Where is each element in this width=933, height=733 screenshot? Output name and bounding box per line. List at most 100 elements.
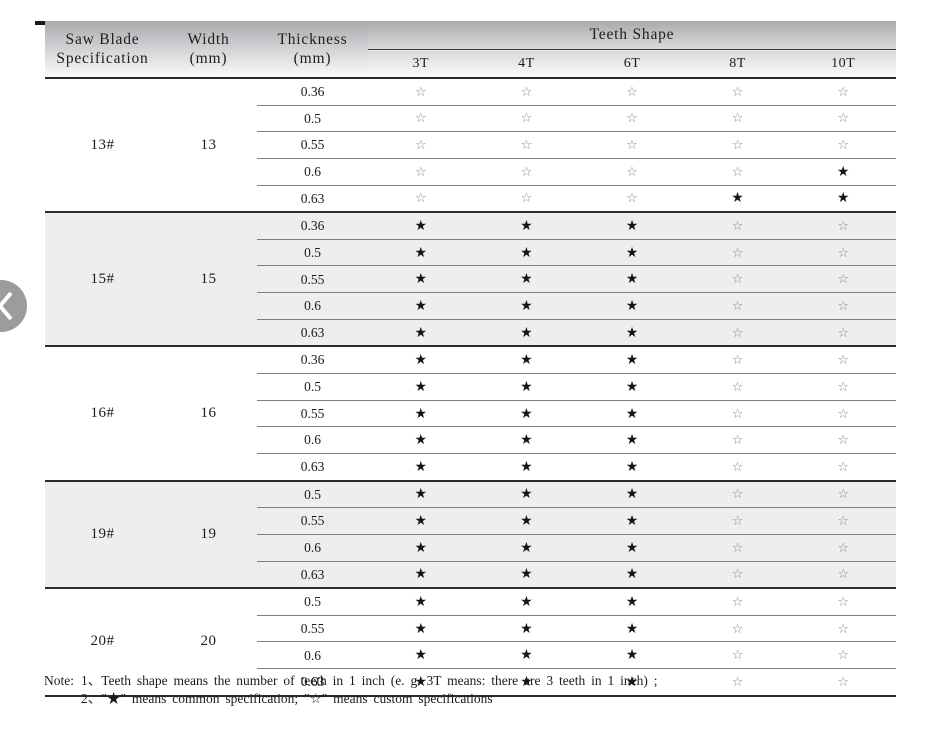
thickness-cell: 0.36: [257, 76, 368, 106]
common-spec-cell: ★: [473, 452, 580, 481]
filled-star-icon: ★: [414, 539, 428, 556]
filled-star-icon: ★: [520, 486, 533, 503]
common-spec-cell: ★: [368, 211, 474, 240]
outline-star-icon: ☆: [520, 111, 533, 127]
outline-star-icon: ☆: [731, 459, 744, 475]
table-row: 0.55 ★ ★ ★ ☆ ☆: [45, 614, 896, 642]
table-row: 0.55 ★ ★ ★ ☆ ☆: [45, 507, 896, 535]
filled-star-icon: ★: [520, 244, 533, 261]
custom-spec-cell: ☆: [473, 184, 580, 213]
filled-star-icon: ★: [414, 432, 428, 449]
outline-star-icon: ☆: [731, 406, 744, 422]
filled-star-icon: ★: [625, 405, 639, 422]
common-spec-cell: ★: [790, 184, 896, 213]
common-spec-cell: ★: [368, 318, 474, 347]
outline-star-icon: ☆: [837, 353, 850, 369]
spec-cell: 15#: [45, 211, 160, 347]
filled-star-icon: ★: [520, 378, 533, 395]
thickness-cell: 0.55: [257, 614, 368, 642]
outline-star-icon: ☆: [837, 406, 850, 422]
common-spec-cell: ★: [368, 345, 474, 374]
common-spec-cell: ★: [579, 426, 685, 454]
header-8t: 8T: [684, 49, 791, 79]
spec-cell: 19#: [45, 479, 160, 589]
custom-spec-cell: ☆: [684, 560, 791, 589]
outline-star-icon: ☆: [837, 111, 850, 127]
thickness-cell: 0.6: [257, 426, 368, 454]
outline-star-icon: ☆: [414, 164, 427, 180]
filled-star-icon: ★: [520, 539, 533, 556]
common-spec-cell: ★: [473, 668, 580, 695]
custom-spec-cell: ☆: [368, 76, 474, 106]
common-spec-cell: ★: [368, 373, 474, 401]
outline-star-icon: ☆: [837, 84, 850, 100]
outline-star-icon: ☆: [731, 674, 744, 690]
thickness-cell: 0.6: [257, 157, 368, 186]
filled-star-icon: ★: [414, 378, 428, 395]
custom-spec-cell: ☆: [368, 157, 474, 186]
width-cell: 19: [160, 479, 257, 589]
outline-star-icon: ☆: [626, 84, 638, 100]
thickness-cell: 0.63: [257, 184, 368, 213]
common-spec-cell: ★: [579, 668, 685, 695]
outline-star-icon: ☆: [731, 84, 744, 100]
thickness-cell: 0.5: [257, 373, 368, 401]
spec-cell: 16#: [45, 345, 160, 481]
filled-star-icon: ★: [414, 244, 428, 261]
filled-star-icon: ★: [625, 432, 639, 449]
custom-spec-cell: ☆: [684, 587, 791, 616]
filled-star-icon: ★: [414, 405, 428, 422]
thickness-cell: 0.5: [257, 587, 368, 616]
common-spec-cell: ★: [473, 614, 580, 642]
common-spec-cell: ★: [473, 318, 580, 347]
common-spec-cell: ★: [473, 533, 580, 562]
filled-star-icon: ★: [520, 593, 533, 610]
table-row: 0.6 ★ ★ ★ ☆ ☆: [45, 641, 896, 669]
width-cell: 15: [160, 211, 257, 347]
outline-star-icon: ☆: [414, 138, 427, 154]
custom-spec-cell: ☆: [790, 668, 896, 695]
header-spec-line2: Specification: [56, 50, 149, 67]
filled-star-icon: ★: [520, 458, 533, 475]
filled-star-icon: ★: [414, 566, 428, 583]
outline-star-icon: ☆: [731, 567, 744, 583]
filled-star-icon: ★: [520, 513, 533, 530]
common-spec-cell: ★: [473, 641, 580, 669]
custom-spec-cell: ☆: [684, 614, 791, 642]
header-width-line1: Width: [187, 30, 230, 48]
outline-star-icon: ☆: [626, 191, 638, 207]
common-spec-cell: ★: [579, 641, 685, 669]
table-row: 0.6 ☆ ☆ ☆ ☆ ★: [45, 157, 896, 186]
outline-star-icon: ☆: [414, 191, 427, 207]
outline-star-icon: ☆: [837, 487, 850, 503]
table-row: 0.5 ☆ ☆ ☆ ☆ ☆: [45, 104, 896, 132]
filled-star-icon: ★: [625, 378, 639, 395]
common-spec-cell: ★: [473, 560, 580, 589]
custom-spec-cell: ☆: [684, 452, 791, 481]
filled-star-icon: ★: [520, 647, 533, 664]
table-row: 19# 19 0.5 ★ ★ ★ ☆ ☆: [45, 479, 896, 589]
outline-star-icon: ☆: [731, 621, 744, 637]
custom-spec-cell: ☆: [579, 184, 685, 213]
common-spec-cell: ★: [473, 292, 580, 320]
footnote-line-1: 1、Teeth shape means the number of teeth …: [81, 673, 658, 688]
custom-spec-cell: ☆: [790, 265, 896, 293]
common-spec-cell: ★: [790, 157, 896, 186]
thickness-cell: 0.63: [257, 560, 368, 589]
filled-star-icon: ★: [414, 352, 428, 369]
filled-star-icon: ★: [520, 673, 533, 690]
custom-spec-cell: ☆: [368, 131, 474, 159]
outline-star-icon: ☆: [626, 164, 638, 180]
thickness-cell: 0.6: [257, 533, 368, 562]
common-spec-cell: ★: [579, 560, 685, 589]
common-spec-cell: ★: [368, 238, 474, 266]
common-spec-cell: ★: [579, 373, 685, 401]
footnote: Note: 1、Teeth shape means the number of …: [44, 673, 904, 707]
table-row: 16# 16 0.36 ★ ★ ★ ☆ ☆: [45, 345, 896, 481]
custom-spec-cell: ☆: [473, 131, 580, 159]
common-spec-cell: ★: [579, 211, 685, 240]
custom-spec-cell: ☆: [790, 131, 896, 159]
outline-star-icon: ☆: [837, 674, 850, 690]
carousel-previous-button[interactable]: [0, 280, 27, 332]
